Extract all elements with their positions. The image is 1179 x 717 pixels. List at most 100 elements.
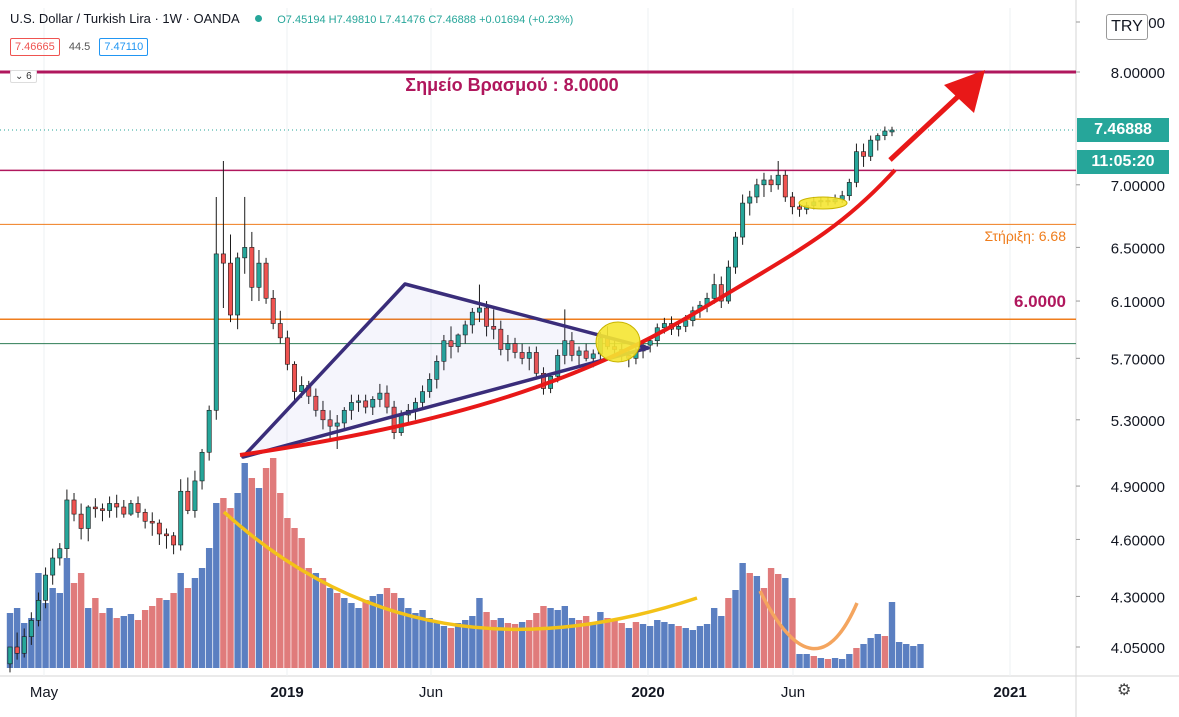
volume-bar	[547, 608, 554, 668]
candle-body	[7, 646, 13, 665]
triangle-pattern	[241, 282, 650, 459]
volume-bar	[518, 622, 526, 668]
candle-body	[469, 311, 475, 326]
x-tick-label: 2019	[270, 684, 303, 701]
volume-bar	[419, 610, 426, 668]
symbol-title[interactable]: U.S. Dollar / Turkish Lira · 1W · OANDA	[10, 11, 239, 26]
volume-bar	[632, 622, 640, 668]
volume-bar	[77, 573, 85, 668]
volume-bar	[298, 538, 305, 668]
volume-bar	[504, 623, 512, 668]
volume-bar	[710, 608, 718, 668]
volume-bar	[625, 628, 633, 668]
volume-bar	[668, 624, 675, 668]
volume-bar	[796, 654, 803, 668]
candle-body	[235, 257, 241, 316]
volume-bar	[476, 598, 483, 668]
spread-value: 44.5	[68, 41, 91, 53]
candle-body	[505, 343, 511, 350]
candle-body	[356, 400, 361, 403]
candle-body	[875, 135, 881, 141]
ohlc-values: O7.45194 H7.49810 L7.41476 C7.46888 +0.0…	[277, 14, 574, 26]
candle-body	[725, 266, 731, 302]
volume-bar	[426, 618, 433, 668]
candle-body	[491, 326, 497, 330]
volume-bar	[412, 613, 419, 668]
candle-body	[114, 503, 120, 508]
volume-bar	[789, 598, 796, 668]
candle-body	[256, 262, 262, 288]
candle-body	[733, 236, 738, 268]
candle-body	[206, 409, 212, 453]
candle-body	[85, 506, 91, 529]
volume-bar	[369, 596, 376, 668]
x-tick-label: May	[30, 684, 59, 701]
volume-bar	[191, 578, 199, 668]
volume-bar	[141, 610, 149, 668]
candle-body	[768, 179, 774, 186]
candle-body	[299, 385, 305, 392]
candle-body	[213, 253, 219, 411]
buy-button[interactable]: 7.47110	[99, 38, 149, 56]
candle-body	[142, 512, 148, 522]
volume-bar	[682, 628, 689, 668]
volume-bar	[540, 606, 547, 668]
candle-body	[242, 247, 248, 259]
candle-body	[420, 391, 425, 403]
indicators-toggle[interactable]: ⌄ 6	[10, 70, 37, 83]
volume-bar	[782, 578, 789, 668]
y-tick-label: 6.50000	[1111, 240, 1165, 257]
arrow-shaft	[888, 88, 967, 162]
volume-bar	[696, 626, 704, 668]
volume-bar	[604, 618, 611, 668]
volume-bar	[198, 568, 206, 668]
volume-bar	[134, 620, 142, 668]
currency-button[interactable]: TRY	[1106, 14, 1148, 40]
candle-body	[434, 360, 440, 380]
volume-bar	[163, 600, 170, 668]
candle-body	[228, 262, 233, 316]
x-tick-label: Jun	[781, 684, 805, 701]
volume-bar	[739, 563, 746, 668]
candle-body	[164, 533, 169, 537]
volume-bar	[753, 576, 761, 668]
volume-bar	[220, 498, 227, 668]
volume-bar	[910, 646, 917, 668]
candle-body	[36, 600, 41, 621]
volume-bar	[255, 488, 263, 668]
candle-body	[512, 343, 518, 353]
candle-body	[384, 392, 390, 408]
volume-bar	[99, 613, 106, 668]
volume-bar	[582, 616, 590, 668]
volume-bar	[888, 602, 896, 668]
volume-bar	[511, 624, 519, 668]
candle-body	[477, 307, 482, 313]
candle-body	[661, 323, 667, 329]
candle-body	[78, 513, 84, 529]
candle-body	[562, 340, 568, 356]
volume-bar	[440, 626, 448, 668]
volume-bar	[383, 588, 391, 668]
candle-body	[854, 151, 859, 183]
volume-bar	[241, 463, 248, 668]
candle-body	[284, 337, 290, 365]
candle-body	[583, 350, 589, 359]
arrow-head-icon	[944, 70, 985, 113]
volume-bar	[362, 600, 369, 668]
volume-bar	[860, 644, 867, 668]
volume-bar	[213, 503, 220, 668]
candle-body	[846, 182, 852, 197]
volume-bar	[867, 638, 874, 668]
settings-gear-icon[interactable]: ⚙	[1117, 682, 1132, 699]
volume-bar	[262, 468, 270, 668]
volume-bar	[725, 598, 732, 668]
volume-bar	[227, 508, 234, 668]
volume-bar	[433, 622, 440, 668]
y-tick-label: 4.05000	[1111, 640, 1165, 657]
volume-bar	[767, 568, 775, 668]
volume-bar	[561, 606, 569, 668]
sell-button[interactable]: 7.46665	[10, 38, 60, 56]
volume-bar	[156, 598, 163, 668]
boiling-point-label: Σημείο Βρασμού : 8.0000	[405, 75, 618, 95]
